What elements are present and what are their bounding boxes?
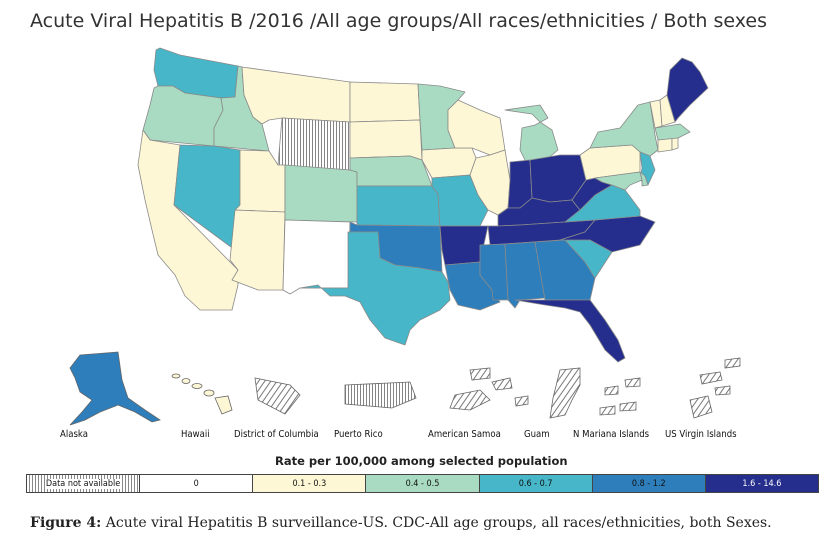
legend-item-4: 0.8 - 1.2 (592, 475, 706, 492)
territory-n-mariana (599, 377, 641, 416)
state-ME (666, 57, 709, 123)
legend-item-not-available: Data not available (27, 475, 141, 492)
territory-alaska (69, 351, 161, 426)
state-NE (349, 155, 433, 187)
label-puerto-rico: Puerto Rico (334, 429, 383, 440)
state-MT (241, 66, 351, 125)
legend-title: Rate per 100,000 among selected populati… (275, 454, 568, 468)
state-NM (282, 219, 351, 295)
label-guam: Guam (524, 429, 550, 440)
state-WY (277, 117, 351, 171)
state-NC (559, 215, 656, 253)
state-MI (504, 104, 559, 163)
state-MA (654, 123, 691, 141)
territory-american-samoa (449, 367, 529, 411)
label-dc: District of Columbia (234, 429, 319, 440)
territory-dc (254, 377, 301, 415)
state-DE (639, 171, 649, 187)
figure-caption: Figure 4: Acute viral Hepatitis B survei… (30, 515, 772, 531)
legend-item-2: 0.4 - 0.5 (366, 475, 480, 492)
state-ND (349, 81, 421, 123)
territory-hawaii (171, 373, 233, 415)
map-title: Acute Viral Hepatitis B /2016 /All age g… (30, 10, 768, 32)
label-n-mariana: N Mariana Islands (573, 429, 650, 440)
territory-guam (549, 367, 581, 419)
legend-item-3: 0.6 - 0.7 (479, 475, 593, 492)
caption-prefix: Figure 4: (30, 515, 102, 531)
state-FL (514, 299, 626, 363)
territory-puerto-rico (344, 381, 417, 409)
state-IA (421, 147, 477, 179)
state-CO (284, 164, 358, 223)
label-us-virgin-islands: US Virgin Islands (665, 429, 737, 440)
caption-text: Acute viral Hepatitis B surveillance-US.… (101, 515, 772, 531)
legend: Data not available 0 0.1 - 0.3 0.4 - 0.5… (26, 474, 819, 493)
state-TX (299, 231, 451, 346)
territory-us-virgin-islands (689, 357, 741, 419)
legend-item-1: 0.1 - 0.3 (253, 475, 367, 492)
state-SD (349, 119, 423, 161)
label-american-samoa: American Samoa (428, 429, 501, 440)
label-hawaii: Hawaii (181, 429, 210, 440)
state-WI (447, 99, 506, 156)
legend-item-5: 1.6 - 14.6 (705, 475, 818, 492)
state-KS (356, 185, 441, 227)
state-AZ (229, 209, 286, 291)
state-UT (234, 149, 286, 213)
legend-item-0: 0 (140, 475, 254, 492)
label-alaska: Alaska (60, 429, 88, 440)
state-RI (671, 137, 679, 151)
state-NY (589, 101, 659, 157)
